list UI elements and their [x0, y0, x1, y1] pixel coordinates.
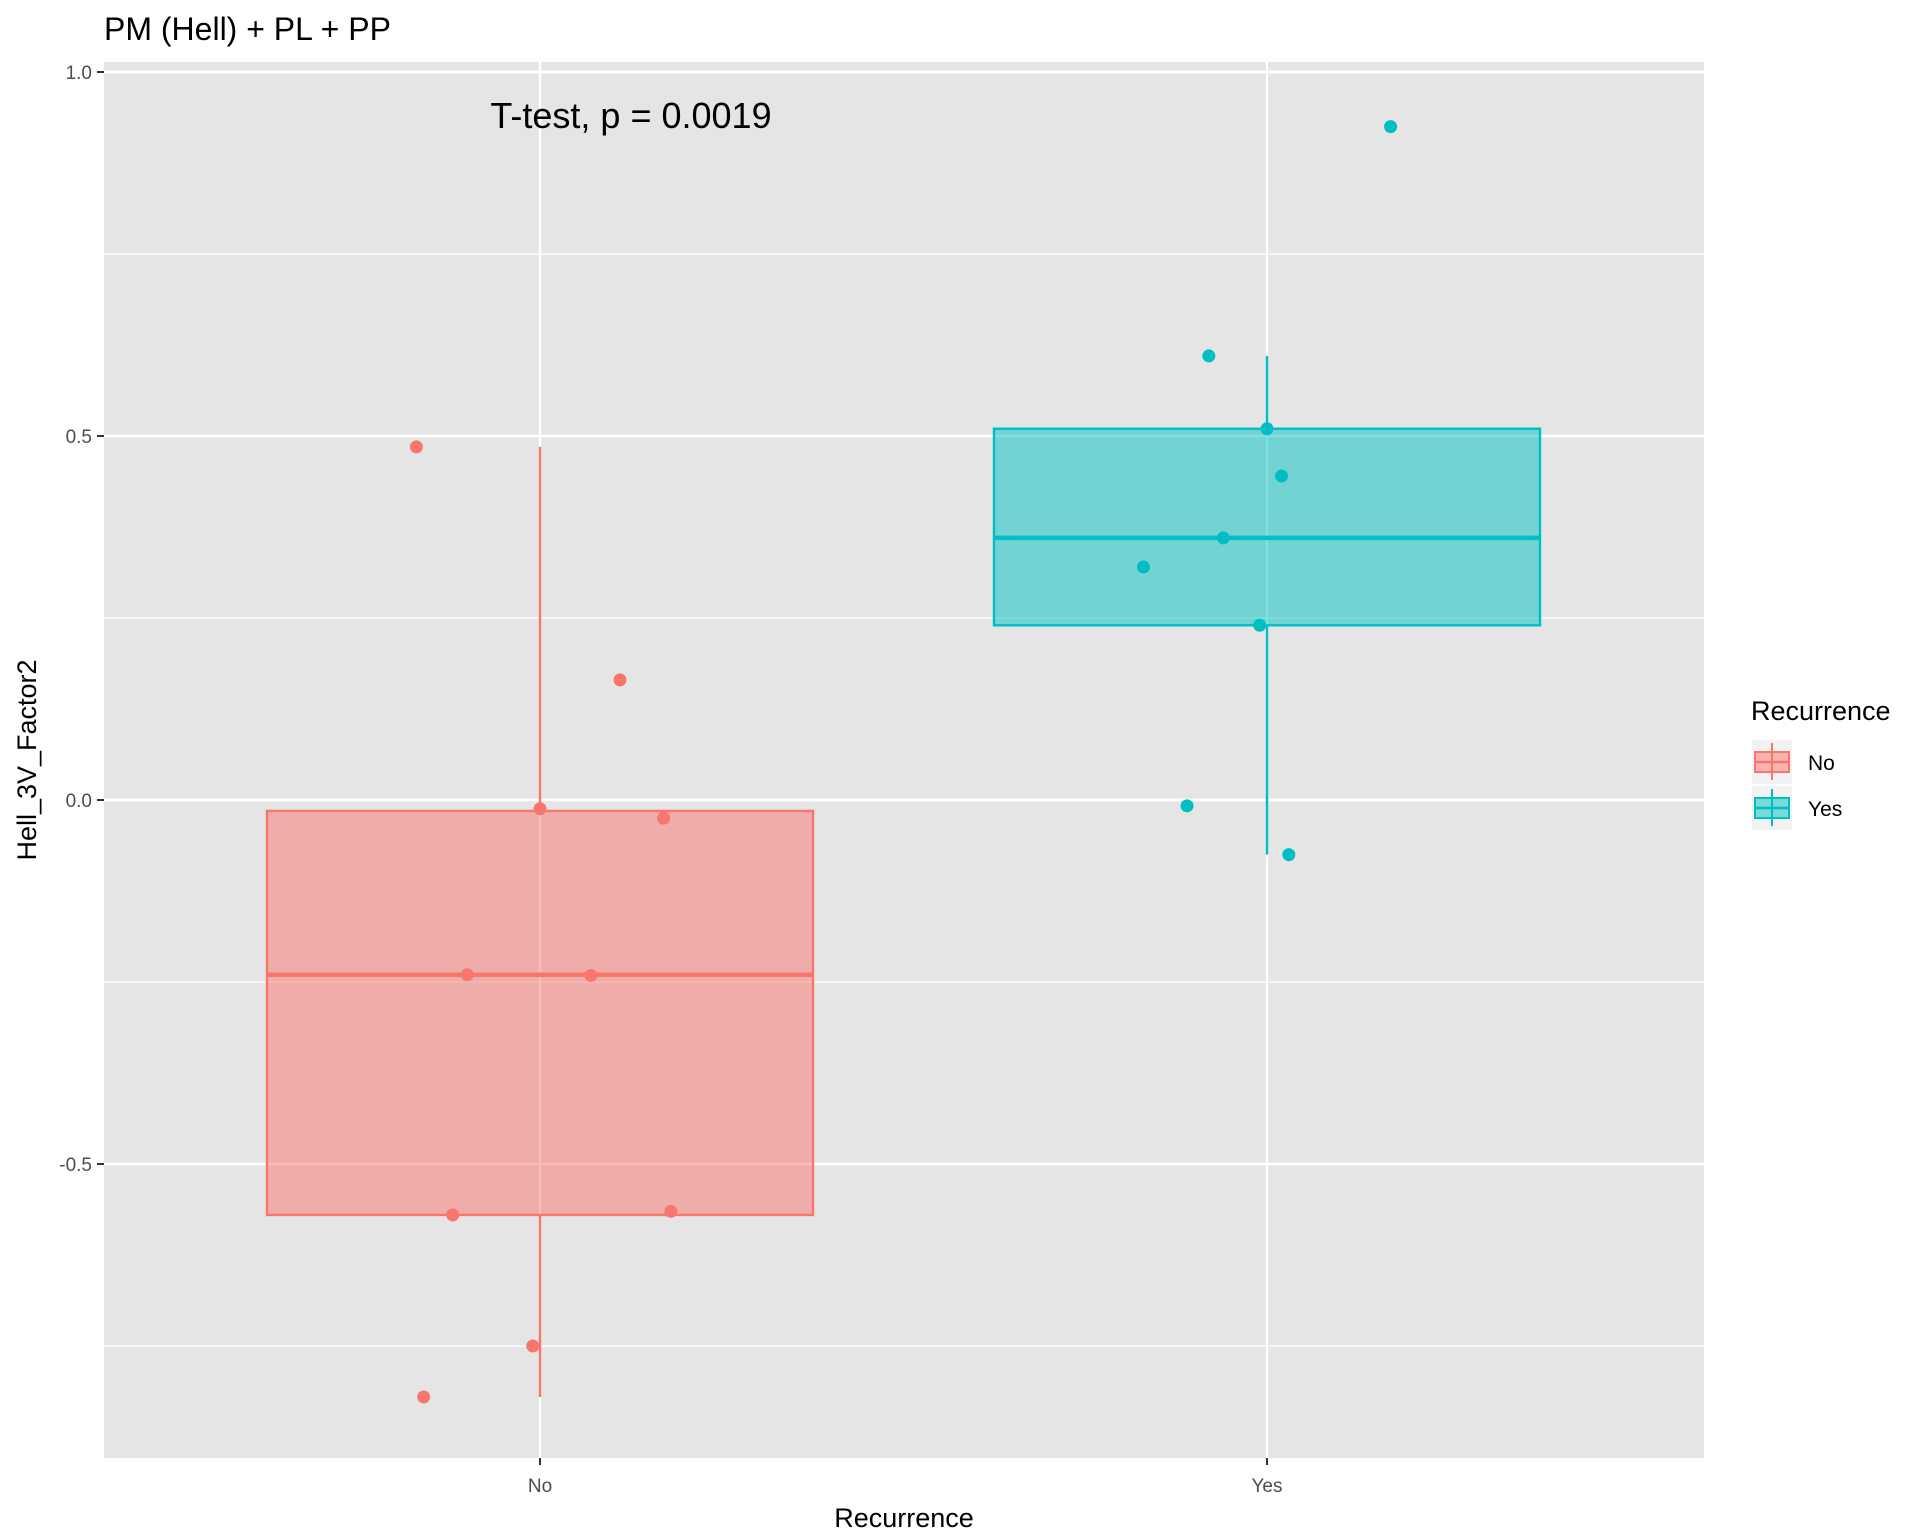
legend-label: Yes [1808, 798, 1842, 821]
x-tick-label: Yes [1252, 1476, 1283, 1497]
y-tick-label: 1.0 [66, 63, 92, 84]
box-no [265, 446, 815, 1397]
data-point [584, 968, 598, 982]
data-point [613, 673, 627, 687]
data-point [657, 811, 671, 825]
x-axis-title: Recurrence [834, 1503, 974, 1533]
axes: -0.5 0.0 0.5 1.0 No Yes [59, 63, 1282, 1497]
data-point [409, 440, 423, 454]
y-tick-label: 0.0 [66, 791, 92, 812]
legend: Recurrence No Yes [1751, 696, 1891, 830]
y-axis-title: Hell_3V_Factor2 [12, 659, 42, 860]
t-test-annotation: T-test, p = 0.0019 [490, 95, 771, 136]
legend-entry-no: No [1752, 740, 1835, 784]
data-point [446, 1208, 460, 1222]
data-point [1216, 531, 1230, 545]
data-point [664, 1204, 678, 1218]
data-point [533, 802, 547, 816]
data-point [526, 1339, 540, 1353]
data-point [1282, 848, 1296, 862]
data-point [460, 968, 474, 982]
legend-entry-yes: Yes [1752, 786, 1842, 830]
data-points [409, 120, 1398, 1404]
data-point [1384, 120, 1398, 134]
box-iqr [992, 427, 1542, 627]
data-point [1253, 618, 1267, 632]
data-point [417, 1390, 431, 1404]
box-yes [992, 355, 1542, 855]
data-point [1260, 422, 1274, 436]
data-point [1202, 349, 1216, 363]
data-point [1275, 469, 1289, 483]
plot-panel [104, 62, 1704, 1458]
y-tick-label: -0.5 [59, 1155, 92, 1176]
legend-title: Recurrence [1751, 696, 1891, 726]
data-point [1136, 560, 1150, 574]
y-tick-label: 0.5 [66, 427, 92, 448]
box-iqr [265, 809, 815, 1217]
x-tick-label: No [528, 1476, 552, 1497]
legend-label: No [1808, 752, 1835, 775]
boxes [265, 355, 1542, 1397]
data-point [1180, 799, 1194, 813]
chart-title: PM (Hell) + PL + PP [104, 11, 391, 47]
